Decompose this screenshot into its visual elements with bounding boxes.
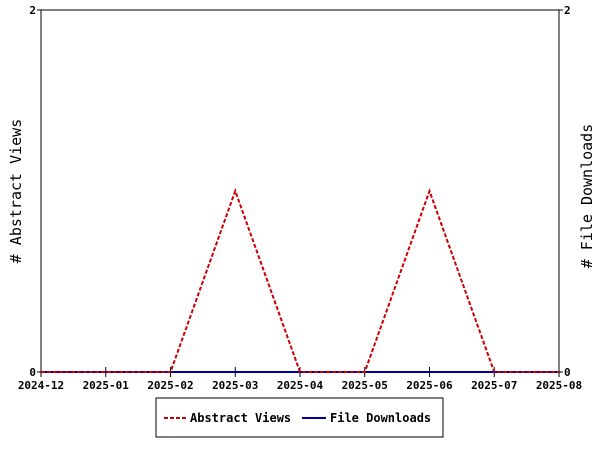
legend-label-abstract-views: Abstract Views: [190, 411, 291, 425]
x-tick-label: 2024-12: [18, 379, 64, 392]
y-axis-left-title: # Abstract Views: [7, 119, 25, 264]
y-right-tick-label: 0: [564, 366, 571, 379]
legend-label-file-downloads: File Downloads: [330, 411, 431, 425]
y-axis-right-title: # File Downloads: [578, 124, 596, 269]
x-tick-label: 2025-08: [536, 379, 582, 392]
x-tick-label: 2025-06: [406, 379, 453, 392]
y-right-tick-label: 2: [564, 4, 571, 17]
legend-box: [155, 397, 444, 438]
x-tick-label: 2025-01: [83, 379, 130, 392]
x-tick-label: 2025-02: [147, 379, 193, 392]
x-tick-label: 2025-07: [471, 379, 517, 392]
legend: Abstract Views File Downloads: [155, 397, 444, 438]
plot-area: [40, 9, 560, 373]
x-tick-label: 2025-05: [342, 379, 388, 392]
x-tick-label: 2025-03: [212, 379, 258, 392]
y-left-tick-label: 2: [29, 4, 36, 17]
y-left-tick-label: 0: [29, 366, 36, 379]
series-line-abstract-views: [41, 188, 559, 373]
x-tick-label: 2025-04: [277, 379, 324, 392]
